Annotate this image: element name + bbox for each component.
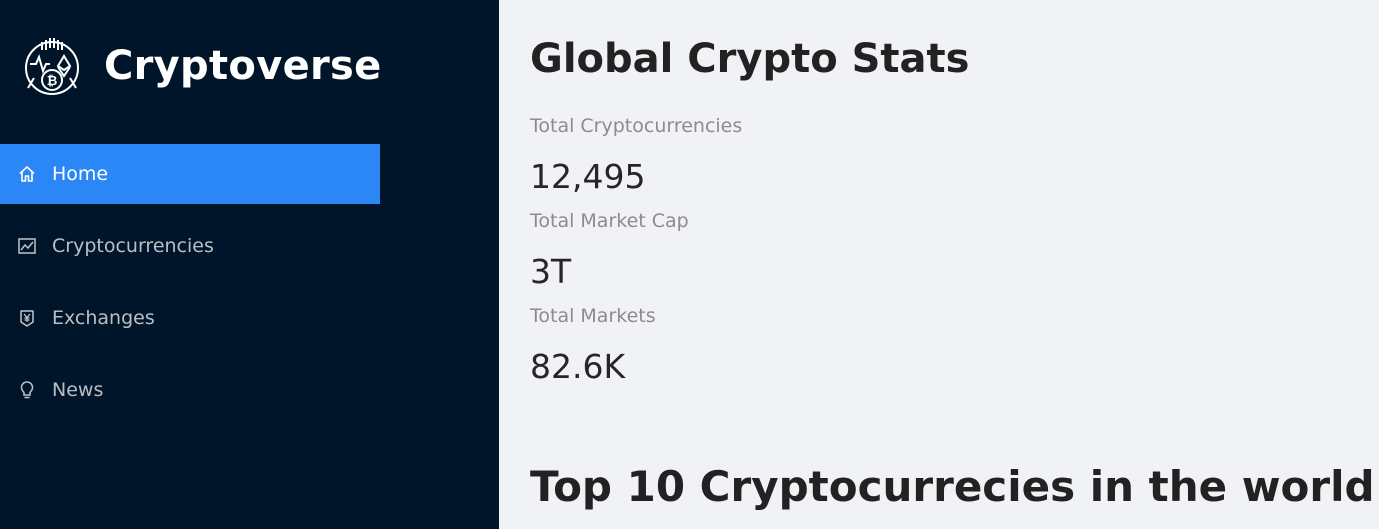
stat-label-total-cryptocurrencies: Total Cryptocurrencies	[530, 115, 743, 137]
sidebar-item-label: Cryptocurrencies	[52, 235, 214, 257]
top-cryptos-heading: Top 10 Cryptocurrecies in the world	[530, 462, 1375, 511]
logo-row[interactable]: ₿ Cryptoverse	[20, 34, 382, 98]
sidebar-menu: Home Cryptocurrencies Exchanges News	[0, 144, 380, 432]
sidebar-item-label: Exchanges	[52, 307, 155, 329]
sidebar-item-home[interactable]: Home	[0, 144, 380, 204]
stat-label-total-market-cap: Total Market Cap	[530, 210, 689, 232]
sidebar: ₿ Cryptoverse Home Cryptocurrencies Exch…	[0, 0, 499, 529]
stat-value-total-cryptocurrencies: 12,495	[530, 157, 646, 196]
stat-value-total-markets: 82.6K	[530, 347, 626, 386]
stat-label-total-markets: Total Markets	[530, 305, 656, 327]
page-title: Global Crypto Stats	[530, 36, 970, 82]
crypto-logo-icon: ₿	[25, 38, 79, 95]
sidebar-item-cryptocurrencies[interactable]: Cryptocurrencies	[0, 216, 380, 276]
brand-name[interactable]: Cryptoverse	[104, 43, 382, 89]
money-collect-icon	[16, 307, 38, 329]
sidebar-item-label: Home	[52, 163, 109, 185]
fund-chart-icon	[16, 235, 38, 257]
sidebar-item-exchanges[interactable]: Exchanges	[0, 288, 380, 348]
sidebar-item-label: News	[52, 379, 104, 401]
sidebar-item-news[interactable]: News	[0, 360, 380, 420]
main-content: Global Crypto Stats Total Cryptocurrenci…	[499, 0, 1379, 529]
stat-value-total-market-cap: 3T	[530, 252, 572, 291]
svg-text:₿: ₿	[47, 74, 58, 89]
home-icon	[16, 163, 38, 185]
bulb-icon	[16, 379, 38, 401]
